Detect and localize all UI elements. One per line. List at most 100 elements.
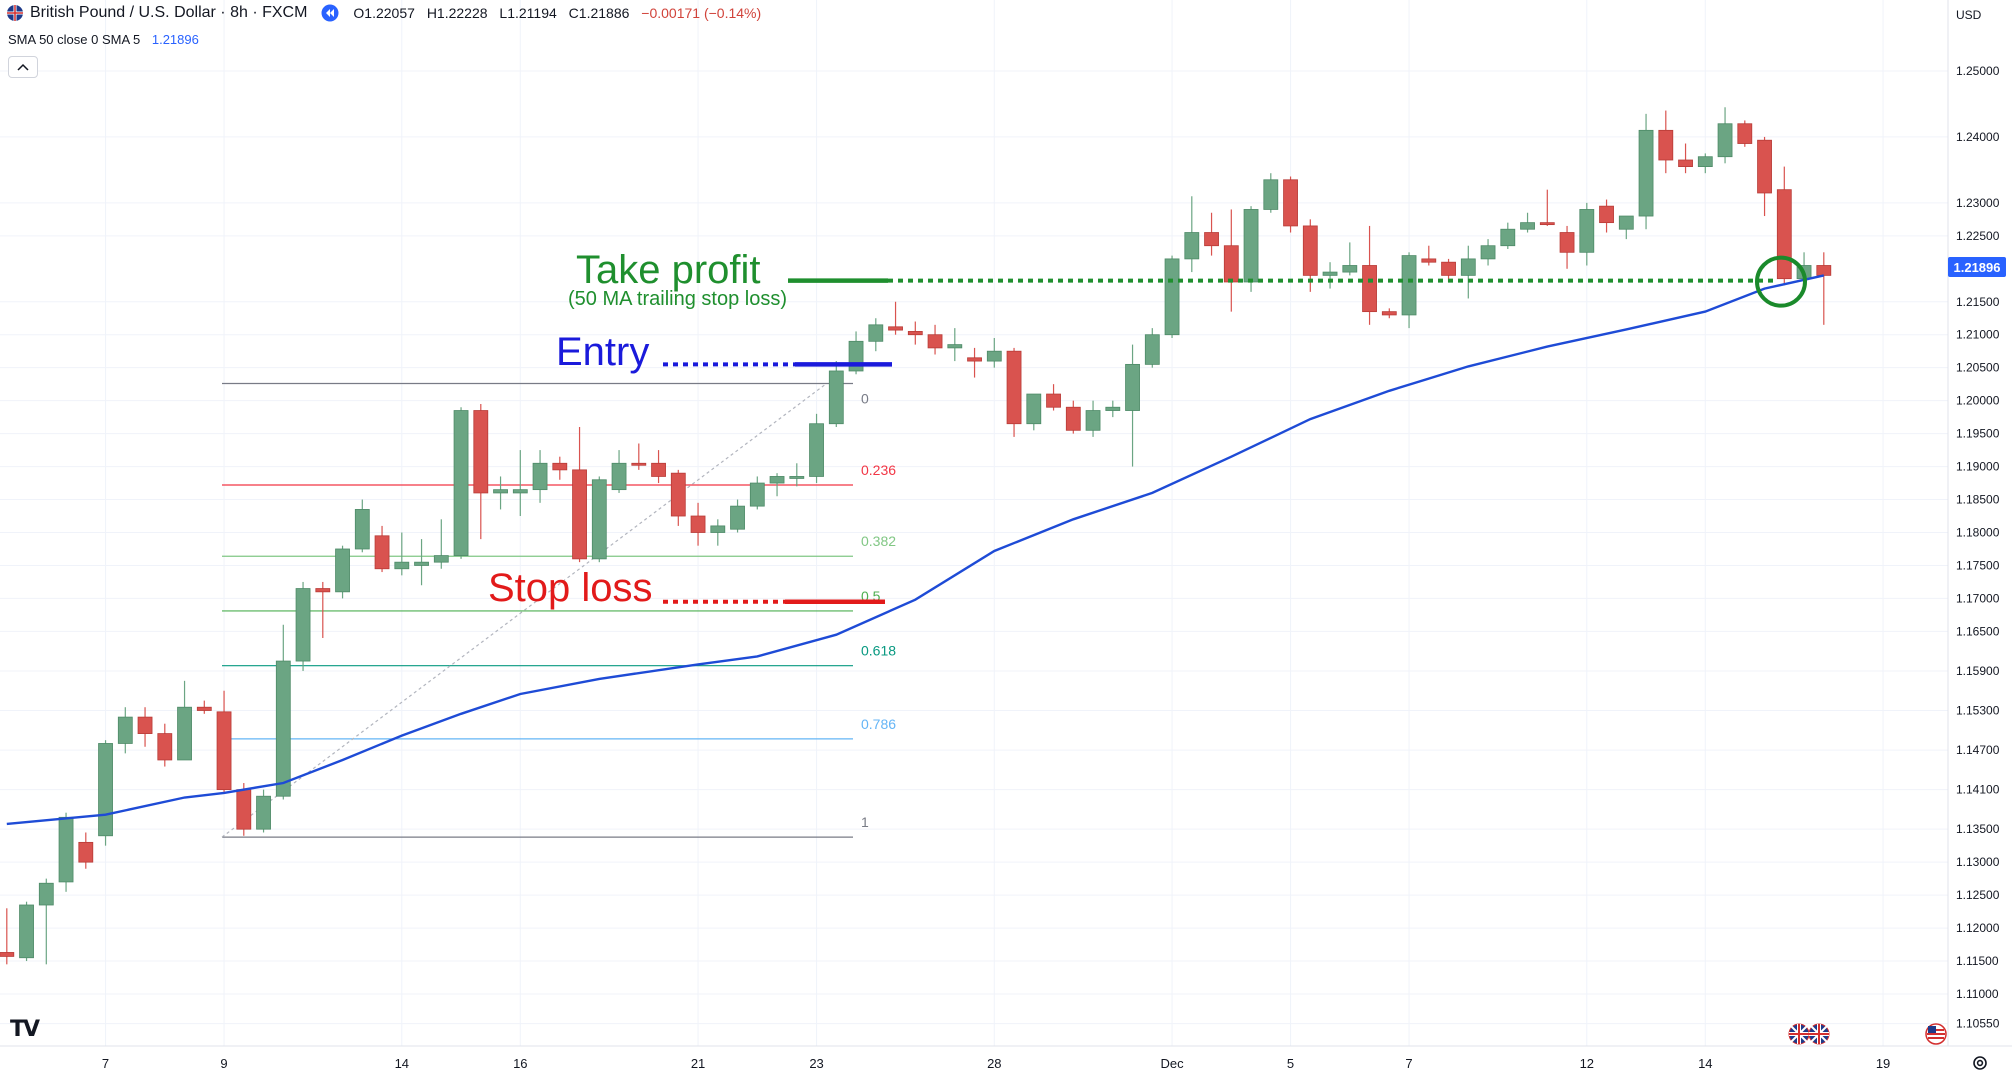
candle bbox=[117, 707, 133, 754]
fib-level-label: 0 bbox=[861, 391, 869, 407]
time-tick-label: 21 bbox=[691, 1056, 705, 1071]
tradingview-logo[interactable]: TV bbox=[10, 1017, 40, 1042]
candle bbox=[986, 338, 1002, 368]
candle-body bbox=[730, 505, 745, 530]
time-tick-label: 19 bbox=[1876, 1056, 1890, 1071]
candle-body bbox=[1579, 209, 1595, 253]
candle-body bbox=[809, 423, 824, 477]
candle-body bbox=[1164, 258, 1180, 336]
candle bbox=[1342, 242, 1358, 276]
candle-body bbox=[1125, 363, 1140, 411]
candle bbox=[137, 707, 153, 747]
candle bbox=[1737, 120, 1753, 147]
candle-body bbox=[414, 561, 429, 566]
candle-body bbox=[433, 555, 449, 563]
candle-body bbox=[1618, 215, 1634, 230]
candle bbox=[1046, 384, 1061, 411]
candle-body bbox=[1737, 123, 1753, 144]
candle bbox=[848, 331, 864, 375]
price-tick-label: 1.18500 bbox=[1956, 493, 2000, 507]
candle-body bbox=[1342, 265, 1358, 273]
time-tick-label: 14 bbox=[1698, 1056, 1712, 1071]
candle-body bbox=[1184, 232, 1200, 260]
candle bbox=[414, 539, 429, 586]
indicator-legend[interactable]: SMA 50 close 0 SMA 5 1.21896 bbox=[8, 32, 199, 47]
candle bbox=[1638, 113, 1654, 230]
candle-body bbox=[1460, 258, 1476, 276]
candle-body bbox=[453, 410, 469, 556]
uk-event-icon[interactable] bbox=[1808, 1023, 1830, 1045]
chevron-up-icon bbox=[17, 63, 29, 71]
candle bbox=[888, 301, 903, 335]
candle-body bbox=[552, 462, 568, 471]
candle-body bbox=[1520, 222, 1535, 230]
candle-body bbox=[651, 462, 666, 477]
candle-body bbox=[38, 882, 54, 906]
collapse-legend-button[interactable] bbox=[8, 56, 38, 78]
candle bbox=[1776, 166, 1792, 286]
candle-body bbox=[512, 489, 528, 494]
candle bbox=[1263, 173, 1279, 213]
candle-body bbox=[236, 789, 252, 830]
currency-label[interactable]: USD bbox=[1956, 8, 1982, 22]
candle bbox=[1816, 252, 1832, 325]
candle bbox=[1441, 258, 1456, 282]
settings-gear-icon[interactable] bbox=[1970, 1053, 1990, 1073]
indicator-value: 1.21896 bbox=[151, 32, 199, 47]
candle bbox=[591, 476, 607, 563]
candle-body bbox=[1105, 406, 1121, 411]
candle-body bbox=[1302, 225, 1318, 276]
candle-body bbox=[98, 743, 113, 837]
candle-body bbox=[58, 816, 74, 883]
stop-loss-label: Stop loss bbox=[488, 566, 653, 610]
price-tick-label: 1.16500 bbox=[1956, 624, 2000, 638]
candle bbox=[868, 318, 884, 352]
candle-body bbox=[690, 515, 706, 533]
us-event-icon[interactable] bbox=[1925, 1023, 1947, 1045]
candle-body bbox=[907, 331, 923, 336]
price-tick-label: 1.12500 bbox=[1956, 888, 2000, 902]
last-price-tag: 1.21896 bbox=[1948, 257, 2006, 277]
candle bbox=[1322, 262, 1338, 289]
low-value: L1.21194 bbox=[499, 5, 557, 21]
candle-body bbox=[1816, 265, 1832, 276]
candle-body bbox=[1065, 406, 1081, 431]
candle bbox=[1717, 107, 1733, 164]
candle-body bbox=[1776, 189, 1792, 280]
replay-icon[interactable] bbox=[321, 4, 339, 22]
candle-body bbox=[1500, 228, 1516, 247]
uk-event-icon[interactable] bbox=[1788, 1023, 1810, 1045]
candle bbox=[256, 789, 271, 833]
candle-body bbox=[1678, 159, 1693, 167]
candle-body bbox=[927, 334, 943, 349]
exit-marker-circle bbox=[1755, 255, 1807, 308]
candle-body bbox=[256, 795, 271, 830]
candle-body bbox=[1421, 258, 1437, 263]
time-tick-label: 14 bbox=[395, 1056, 409, 1071]
candle-body bbox=[1362, 265, 1377, 313]
candle bbox=[927, 324, 943, 355]
symbol-title[interactable]: British Pound / U.S. Dollar · 8h · FXCM bbox=[30, 4, 308, 21]
candle-body bbox=[591, 479, 607, 560]
candle-body bbox=[1046, 393, 1061, 408]
price-tick-label: 1.13500 bbox=[1956, 822, 2000, 836]
price-tick-label: 1.13000 bbox=[1956, 855, 2000, 869]
candle bbox=[1204, 212, 1219, 256]
candle-body bbox=[394, 561, 410, 570]
candle bbox=[1421, 245, 1437, 266]
price-tick-label: 1.20500 bbox=[1956, 361, 2000, 375]
candle bbox=[157, 723, 173, 767]
candle bbox=[1618, 215, 1634, 240]
candle-body bbox=[1243, 209, 1259, 283]
candle-body bbox=[947, 344, 963, 349]
price-tick-label: 1.11500 bbox=[1956, 954, 1999, 968]
price-tick-label: 1.19500 bbox=[1956, 427, 2000, 441]
entry-label: Entry bbox=[556, 330, 650, 374]
candle bbox=[58, 812, 74, 892]
candle-body bbox=[177, 706, 192, 761]
price-tick-label: 1.22500 bbox=[1956, 229, 2000, 243]
price-tick-label: 1.24000 bbox=[1956, 130, 2000, 144]
candle bbox=[78, 832, 94, 869]
